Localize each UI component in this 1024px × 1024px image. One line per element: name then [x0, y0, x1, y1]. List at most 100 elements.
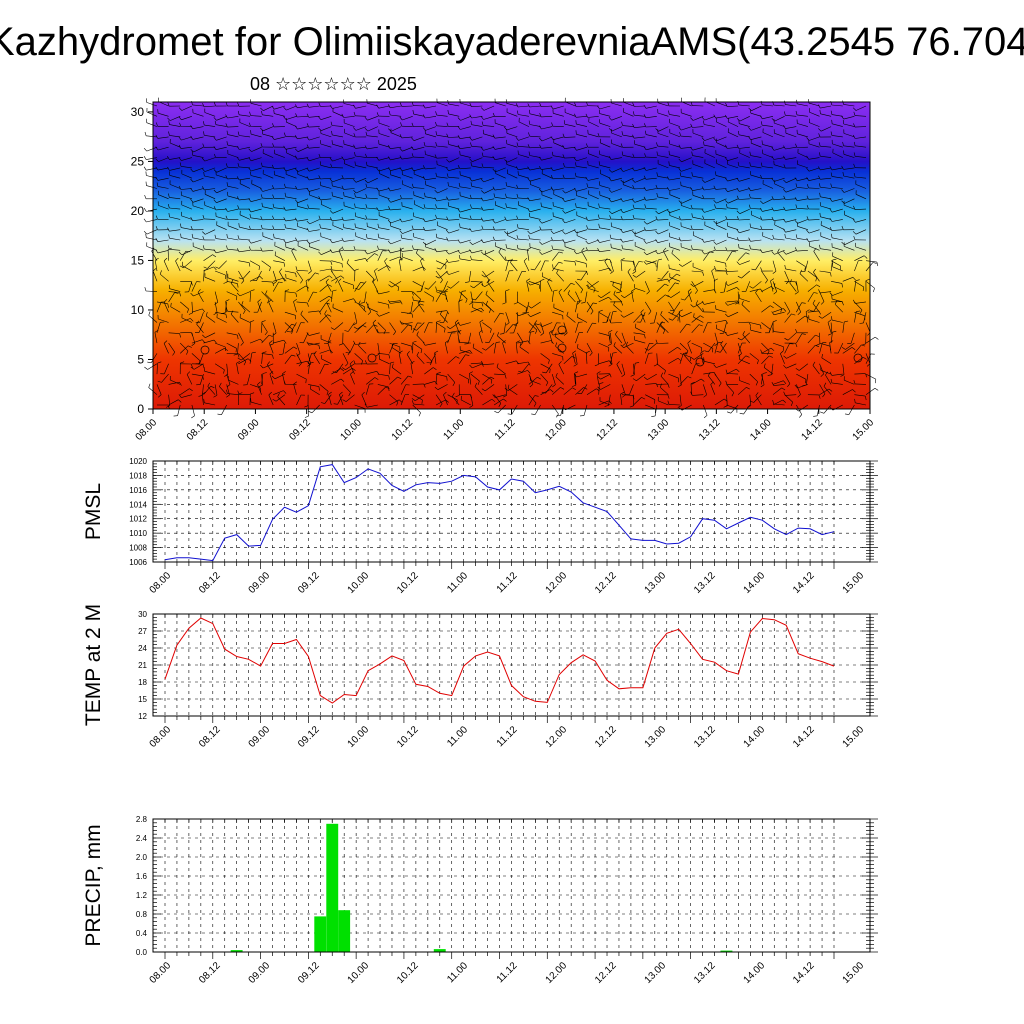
wind-barb-flag: [399, 247, 403, 252]
wind-barb-flag: [435, 276, 440, 279]
wind-barb-flag: [505, 203, 507, 208]
wind-barb: [146, 185, 158, 189]
wind-barb-flag: [470, 285, 474, 289]
wind-barb: [506, 133, 518, 138]
wind-barb: [320, 227, 332, 230]
wind-barb: [204, 175, 216, 179]
wind-barb: [285, 196, 297, 200]
wind-barb-flag: [783, 179, 787, 183]
wind-barb-flag: [643, 104, 647, 109]
wind-barb-flag: [527, 197, 530, 201]
wind-barb: [416, 252, 425, 261]
wind-barb-flag: [259, 338, 264, 343]
wind-barb-flag: [748, 237, 751, 242]
wind-barb: [820, 248, 832, 251]
wind-barb-flag: [179, 292, 181, 297]
wind-barb: [755, 292, 762, 303]
wind-barb-flag: [480, 217, 484, 222]
wind-barb: [622, 134, 634, 138]
wind-barb-flag: [269, 267, 271, 272]
wind-barb: [645, 207, 657, 210]
wind-barb: [599, 227, 611, 230]
wind-barb: [720, 344, 727, 354]
wind-barb-flag: [668, 318, 673, 321]
wind-barb: [704, 361, 715, 365]
wind-barb-flag: [197, 289, 201, 293]
wind-barb-flag: [327, 314, 332, 317]
wind-barb-flag: [598, 309, 603, 312]
wind-barb-flag: [435, 131, 437, 136]
wind-barb: [633, 332, 645, 335]
wind-barb: [741, 304, 751, 313]
wind-barb: [789, 282, 797, 292]
wind-barb: [400, 375, 409, 385]
wind-barb: [657, 112, 669, 117]
wind-barb: [739, 188, 750, 192]
wind-barb: [796, 404, 803, 415]
wind-barb-flag: [852, 107, 857, 111]
wind-barb-flag: [818, 315, 823, 319]
y-tick-label: 1.6: [136, 872, 148, 881]
wind-barb: [319, 384, 329, 392]
wind-barb: [715, 308, 727, 313]
wind-barb: [498, 251, 506, 261]
wind-barb-flag: [143, 207, 147, 212]
wind-barb-flag: [444, 328, 446, 333]
wind-barb: [598, 296, 609, 303]
wind-barb: [457, 332, 460, 344]
wind-barb: [366, 207, 378, 210]
wind-barb-flag: [865, 396, 867, 401]
wind-barb-flag: [806, 216, 809, 221]
wind-barb-flag: [284, 223, 286, 228]
wind-barb: [207, 260, 216, 269]
wind-barb: [460, 174, 471, 179]
wind-barb: [250, 133, 262, 138]
wind-barb: [528, 376, 538, 385]
wind-barb: [750, 248, 762, 251]
wind-barb: [502, 342, 506, 354]
wind-barb: [714, 332, 719, 344]
wind-barb: [809, 111, 820, 117]
wind-barb: [529, 155, 541, 158]
wind-barb: [169, 157, 181, 160]
wind-barb-flag: [411, 225, 414, 230]
wind-barb-flag: [248, 122, 251, 127]
wind-barb-flag: [538, 125, 542, 130]
wind-barb-flag: [469, 350, 473, 354]
wind-barb-flag: [248, 157, 252, 161]
wind-barb: [855, 229, 867, 235]
wind-barb: [417, 303, 425, 313]
wind-barb-flag: [630, 374, 635, 377]
wind-barb-flag: [515, 312, 519, 316]
wind-barb-flag: [304, 405, 309, 408]
wind-barb-flag: [643, 175, 647, 180]
wind-barb-flag: [700, 350, 705, 354]
wind-barb: [691, 378, 702, 385]
wind-barb-flag: [236, 156, 240, 161]
wind-barb-flag: [505, 182, 507, 187]
wind-barb: [494, 373, 506, 375]
wind-barb: [389, 394, 399, 403]
wind-barb-flag: [818, 142, 821, 147]
wind-barb: [296, 270, 303, 281]
wind-barb: [599, 122, 611, 127]
wind-barb: [634, 245, 646, 251]
wind-barb: [227, 225, 239, 230]
wind-barb: [716, 239, 727, 245]
wind-barb: [343, 239, 355, 242]
wind-barb-flag: [790, 401, 793, 407]
wind-barb: [413, 216, 425, 220]
wind-barb: [378, 194, 390, 200]
wind-barb: [204, 188, 216, 191]
wind-barb: [181, 204, 193, 210]
wind-barb-flag: [329, 275, 333, 279]
wind-barb: [797, 103, 808, 107]
wind-barb-flag: [376, 167, 380, 172]
wind-barb-flag: [816, 284, 821, 288]
wind-barb-flag: [771, 216, 774, 221]
wind-barb: [273, 167, 285, 169]
wind-barb: [727, 373, 739, 375]
wind-barb: [157, 239, 169, 242]
wind-barb: [541, 157, 553, 161]
wind-barb: [250, 217, 262, 220]
